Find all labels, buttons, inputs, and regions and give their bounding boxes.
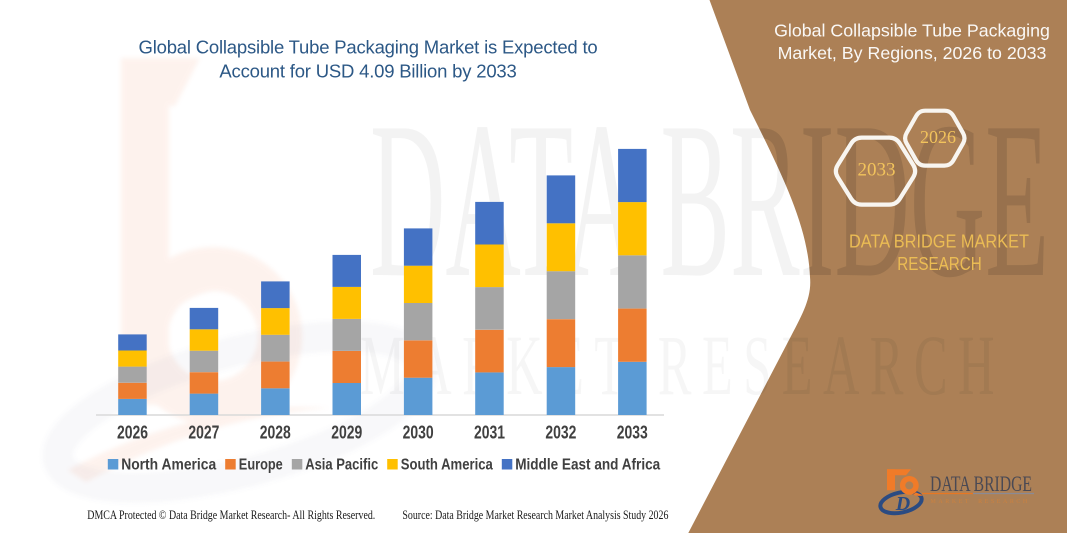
svg-text:Market, By Regions, 2026 to 20: Market, By Regions, 2026 to 2033: [778, 43, 1047, 63]
svg-text:2029: 2029: [331, 423, 362, 443]
svg-text:2033: 2033: [858, 160, 896, 181]
svg-text:Global Collapsible Tube Packag: Global Collapsible Tube Packaging Market…: [139, 37, 598, 58]
svg-text:2027: 2027: [188, 423, 219, 443]
svg-text:RESEARCH: RESEARCH: [897, 254, 982, 274]
svg-text:2026: 2026: [920, 127, 956, 147]
svg-text:Europe: Europe: [239, 457, 283, 474]
svg-text:DATA BRIDGE MARKET: DATA BRIDGE MARKET: [849, 232, 1029, 252]
svg-text:South America: South America: [401, 457, 493, 474]
svg-text:2030: 2030: [403, 423, 434, 443]
svg-text:Source: Data Bridge Market Res: Source: Data Bridge Market Research Mark…: [402, 508, 668, 522]
svg-text:DMCA Protected © Data Bridge M: DMCA Protected © Data Bridge Market Rese…: [87, 508, 375, 522]
svg-text:Middle East and Africa: Middle East and Africa: [515, 457, 660, 474]
svg-text:MARKET RESEARCH: MARKET RESEARCH: [360, 317, 1005, 413]
svg-text:Asia Pacific: Asia Pacific: [305, 457, 378, 474]
svg-text:MARKET RESEARCH: MARKET RESEARCH: [931, 499, 1030, 505]
svg-text:2028: 2028: [260, 423, 291, 443]
svg-text:2026: 2026: [117, 423, 148, 443]
svg-text:Account for USD 4.09 Billion b: Account for USD 4.09 Billion by 2033: [219, 61, 516, 82]
svg-text:2032: 2032: [545, 423, 576, 443]
svg-text:Global Collapsible Tube Packag: Global Collapsible Tube Packaging: [774, 20, 1050, 40]
svg-text:North America: North America: [121, 457, 216, 474]
svg-text:D: D: [895, 493, 910, 515]
svg-text:2031: 2031: [474, 423, 505, 443]
svg-text:2033: 2033: [617, 423, 648, 443]
svg-text:DATA BRIDGE: DATA BRIDGE: [930, 471, 1032, 496]
